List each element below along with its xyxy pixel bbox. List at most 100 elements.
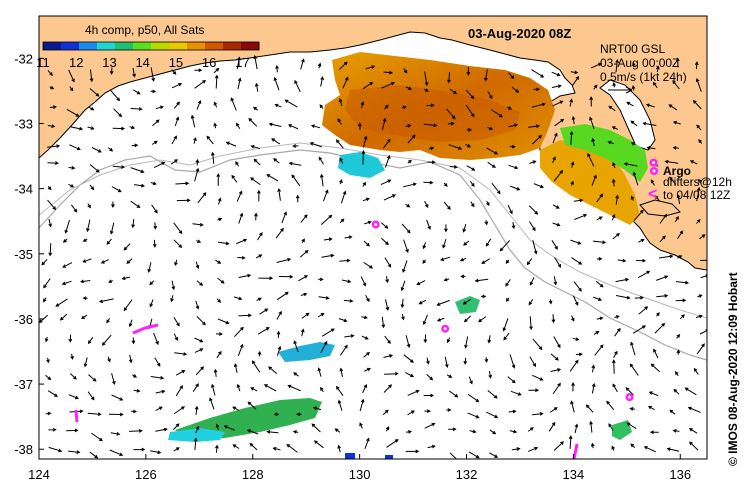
current-arrow xyxy=(344,334,355,338)
current-arrow xyxy=(360,276,367,287)
current-arrow xyxy=(470,201,475,208)
current-arrow xyxy=(195,158,200,166)
current-arrow xyxy=(79,279,91,284)
axes: 124 126 128 130 132 134 136 -32 -33 -34 -35 -36 -37 -… xyxy=(14,51,691,482)
current-arrow xyxy=(696,124,702,131)
current-arrow xyxy=(133,89,141,95)
current-arrow xyxy=(659,213,668,224)
current-arrow xyxy=(236,190,243,202)
current-arrow xyxy=(170,295,174,303)
current-arrow xyxy=(175,370,186,376)
current-arrow xyxy=(268,366,278,374)
current-arrow xyxy=(629,363,639,376)
current-arrow xyxy=(287,384,301,392)
current-arrow xyxy=(462,224,467,233)
kangaroo-island xyxy=(639,199,681,217)
current-arrow xyxy=(527,427,534,432)
current-arrow xyxy=(296,412,302,417)
current-arrow xyxy=(629,407,635,411)
current-arrow xyxy=(552,222,561,227)
current-arrow xyxy=(89,88,100,97)
current-arrow xyxy=(464,336,469,349)
current-arrow xyxy=(171,280,176,291)
current-arrow xyxy=(223,425,235,431)
current-arrow xyxy=(669,409,676,415)
current-arrow xyxy=(150,89,157,94)
current-arrow xyxy=(466,128,473,132)
current-arrow xyxy=(626,101,634,107)
current-arrow xyxy=(192,383,199,392)
current-arrow xyxy=(128,354,133,364)
colorbar-segment xyxy=(223,42,242,50)
current-arrow xyxy=(68,183,75,188)
current-arrow xyxy=(487,335,492,344)
current-arrow xyxy=(196,99,202,110)
current-arrow xyxy=(509,144,516,149)
current-arrow xyxy=(170,159,179,165)
current-arrow xyxy=(531,69,545,78)
current-arrow xyxy=(277,187,281,201)
current-arrow xyxy=(631,85,636,91)
current-arrow xyxy=(442,238,447,249)
current-arrow xyxy=(422,259,427,264)
current-arrow xyxy=(338,61,348,70)
current-arrow xyxy=(339,258,351,263)
current-arrow xyxy=(339,179,343,185)
current-arrow xyxy=(532,338,543,351)
current-arrow xyxy=(383,354,394,358)
current-arrow xyxy=(529,277,535,286)
current-arrow xyxy=(638,306,649,315)
current-arrow xyxy=(468,451,480,459)
current-arrow xyxy=(286,443,298,453)
current-arrow xyxy=(384,335,391,345)
current-arrow xyxy=(550,368,562,372)
scale-arrow-head xyxy=(625,86,633,94)
current-arrow xyxy=(89,451,99,459)
current-arrow xyxy=(233,296,243,301)
current-arrow xyxy=(553,441,564,451)
current-arrow xyxy=(217,217,223,222)
current-arrow xyxy=(447,72,451,84)
current-arrow xyxy=(152,119,160,127)
current-arrow xyxy=(68,165,76,170)
current-arrow xyxy=(489,429,497,435)
current-arrow xyxy=(427,444,436,449)
current-arrow xyxy=(424,200,429,209)
credit: © IMOS 08-Aug-2020 12:09 Hobart xyxy=(726,272,740,466)
current-arrow xyxy=(171,69,177,75)
current-arrow xyxy=(528,124,541,128)
green-patch-south xyxy=(175,398,322,440)
current-arrow xyxy=(98,298,114,304)
current-arrow xyxy=(459,257,467,262)
current-arrow xyxy=(426,219,431,230)
current-arrow xyxy=(194,167,200,182)
current-arrow xyxy=(508,72,515,80)
current-arrow xyxy=(70,353,74,360)
colorbar-frame xyxy=(42,41,260,51)
current-arrow xyxy=(571,115,576,125)
current-arrow xyxy=(320,386,324,393)
current-arrow xyxy=(650,179,655,186)
argo-floats xyxy=(371,158,658,402)
current-arrow xyxy=(672,146,679,150)
current-arrow xyxy=(48,427,57,432)
current-arrow xyxy=(380,179,392,185)
current-arrow xyxy=(238,212,244,224)
current-arrow xyxy=(250,145,261,150)
current-arrow xyxy=(510,390,522,396)
current-arrow xyxy=(149,280,155,286)
current-arrow xyxy=(509,429,518,434)
current-arrow xyxy=(668,104,678,111)
sst-patches xyxy=(168,52,648,459)
current-arrow xyxy=(359,398,365,412)
current-arrow xyxy=(59,313,68,321)
current-arrow xyxy=(405,449,420,454)
current-arrow xyxy=(337,399,343,411)
current-arrow xyxy=(292,144,299,148)
current-arrow xyxy=(591,174,597,186)
current-arrow xyxy=(173,423,180,430)
current-arrow xyxy=(656,275,669,281)
current-arrow xyxy=(109,449,124,456)
current-arrow xyxy=(596,316,604,321)
current-arrow xyxy=(484,357,489,363)
